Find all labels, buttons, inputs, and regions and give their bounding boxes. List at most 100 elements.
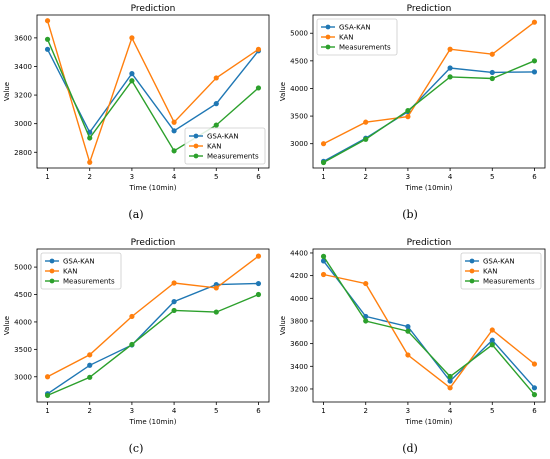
chart-panel-3: Prediction 1 2 3 4 5 6 3000 3500 4000 4500 5000 Time… <box>3 238 270 455</box>
legend-marker <box>469 278 475 284</box>
x-axis-label: Time (10min) <box>405 184 453 192</box>
data-point-gsa-kan <box>87 362 93 368</box>
data-point-kan <box>405 114 411 120</box>
legend: GSA-KAN KAN Measurements <box>40 252 122 290</box>
data-point-measurements <box>447 373 453 380</box>
x-tick-label: 2 <box>363 407 367 415</box>
y-axis-label: Value <box>279 82 287 101</box>
x-tick-label: 4 <box>172 407 177 415</box>
x-tick-label: 5 <box>490 407 494 415</box>
x-tick-label: 1 <box>45 173 49 181</box>
y-tick-label: 4500 <box>290 57 308 65</box>
panel-caption: (c) <box>129 442 144 455</box>
data-point-kan <box>531 361 538 367</box>
y-tick-label: 3200 <box>14 92 32 100</box>
legend-label: KAN <box>63 268 78 276</box>
legend-label: GSA-KAN <box>339 24 371 32</box>
chart-panel-1: Prediction 1 2 3 4 5 6 2800 3000 3200 3400 3600 Time… <box>3 4 270 221</box>
y-tick-label: 3500 <box>14 346 32 354</box>
y-axis-label: Value <box>3 82 11 101</box>
data-point-measurements <box>87 374 93 380</box>
legend-marker <box>469 258 475 264</box>
series-line-measurements <box>47 293 259 397</box>
y-tick-label: 4400 <box>290 249 308 257</box>
x-tick-label: 4 <box>448 407 453 415</box>
x-tick-label: 5 <box>214 173 218 181</box>
data-point-measurements <box>255 85 262 91</box>
legend-box <box>184 127 266 165</box>
data-point-measurements <box>213 122 219 128</box>
data-point-gsa-kan <box>255 280 262 287</box>
data-point-measurements <box>531 58 538 64</box>
x-tick-label: 3 <box>130 173 134 181</box>
x-tick-label: 2 <box>87 407 91 415</box>
legend-label: GSA-KAN <box>483 258 515 266</box>
legend-label: KAN <box>339 34 354 42</box>
data-point-kan <box>129 35 135 41</box>
data-point-gsa-kan <box>129 71 135 77</box>
data-point-measurements <box>44 392 51 399</box>
y-tick-label: 3000 <box>290 140 308 148</box>
data-point-measurements <box>363 318 369 324</box>
y-axis-label: Value <box>279 316 287 335</box>
y-tick-label: 3500 <box>290 113 308 121</box>
x-axis-label: Time (10min) <box>129 418 177 426</box>
x-tick-label: 6 <box>532 173 537 181</box>
legend: GSA-KAN KAN Measurements <box>316 18 398 56</box>
data-point-kan <box>213 75 219 81</box>
y-tick-label: 4000 <box>14 318 32 326</box>
y-tick-label: 3200 <box>290 385 308 393</box>
y-tick-label: 3800 <box>290 317 308 325</box>
data-point-measurements <box>129 78 135 84</box>
data-point-kan <box>87 159 93 165</box>
data-point-kan <box>129 313 135 320</box>
data-point-measurements <box>320 253 327 259</box>
y-tick-label: 3400 <box>290 363 308 371</box>
panel-caption: (b) <box>402 208 418 221</box>
data-point-gsa-kan <box>489 337 495 343</box>
legend-label: Measurements <box>339 44 391 52</box>
data-point-kan <box>320 271 327 278</box>
y-tick-label: 4000 <box>290 295 308 303</box>
data-point-measurements <box>213 309 219 315</box>
series-line-measurements <box>322 256 536 396</box>
data-point-kan <box>447 46 453 52</box>
data-point-kan <box>255 46 262 52</box>
chart-title: Prediction <box>407 4 452 14</box>
legend-label: Measurements <box>483 278 535 286</box>
legend-marker <box>193 143 199 149</box>
series-line-gsa-kan <box>47 282 259 395</box>
data-point-kan <box>44 374 51 380</box>
plot-frame <box>312 248 546 403</box>
legend-marker <box>193 153 199 159</box>
series-line-kan <box>46 20 259 165</box>
y-tick-label: 3600 <box>14 34 32 42</box>
series-line-measurements <box>323 60 535 164</box>
plot-frame <box>36 14 270 169</box>
legend-label: Measurements <box>207 153 259 161</box>
chart-title: Prediction <box>131 4 176 14</box>
y-tick-label: 5000 <box>14 264 32 272</box>
x-tick-label: 1 <box>321 173 325 181</box>
series-line-measurements <box>46 39 259 152</box>
legend-marker <box>49 258 55 264</box>
data-point-measurements <box>363 136 369 142</box>
data-point-kan <box>213 285 219 291</box>
data-point-measurements <box>531 392 538 398</box>
data-point-gsa-kan <box>489 69 495 76</box>
data-point-measurements <box>171 307 177 314</box>
data-point-measurements <box>320 159 327 166</box>
data-point-kan <box>489 327 495 333</box>
data-point-kan <box>447 385 453 391</box>
data-point-measurements <box>129 341 135 348</box>
data-point-kan <box>87 352 93 358</box>
data-point-gsa-kan <box>531 69 538 75</box>
plot-frame <box>36 248 270 403</box>
data-point-measurements <box>44 36 51 42</box>
x-tick-label: 4 <box>448 173 453 181</box>
series-line-gsa-kan <box>323 67 535 163</box>
legend-marker <box>49 268 55 274</box>
x-tick-label: 3 <box>406 173 410 181</box>
legend-label: KAN <box>207 143 222 151</box>
x-tick-label: 6 <box>256 407 261 415</box>
